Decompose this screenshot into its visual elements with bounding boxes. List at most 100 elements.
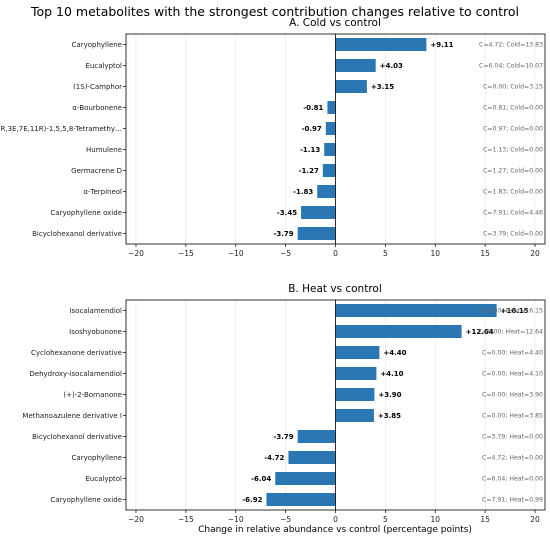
panel-a-bar xyxy=(317,184,336,199)
panel-b-category-label: Bicyclohexanol derivative xyxy=(32,433,122,441)
panel-b-x-tick-label: 10 xyxy=(430,515,440,524)
panel-b-x-tick-label: −20 xyxy=(128,515,144,524)
panel-b-bar xyxy=(288,450,336,465)
panel-b-bar xyxy=(335,303,497,318)
panel-b-x-tick-label: 5 xyxy=(383,515,388,524)
panel-a-annotation: C=4.72; Cold=13.83 xyxy=(479,42,543,49)
panel-b-bar xyxy=(297,429,336,444)
panel-a-value-label: -0.81 xyxy=(303,104,323,112)
panel-b-category-label: Dehydroxy-isocalamendiol xyxy=(29,370,122,378)
panel-a: A. Cold vs control Caryophyllene +9.11 C=4… xyxy=(0,17,546,258)
panel-a-x-tick-label: −5 xyxy=(280,249,291,258)
panel-a-category-label: Humulene xyxy=(86,146,122,154)
panel-b-annotation: C=3.79; Heat=0.00 xyxy=(482,434,543,441)
panel-b-bar xyxy=(335,324,462,339)
panel-a-annotation: C=1.27; Cold=0.00 xyxy=(483,168,543,175)
panel-b-bar xyxy=(335,366,377,381)
panel-b-plot: Isocalamendiol +16.15C=0.00; Heat=16.15 Is… xyxy=(22,299,546,524)
panel-a-category-label: (1S)-Camphor xyxy=(73,83,122,91)
panel-b-annotation: C=0.00; Heat=3.90 xyxy=(482,392,543,399)
panel-b-annotation: C=0.00; Heat=3.85 xyxy=(482,413,543,420)
panel-a-value-label: -3.79 xyxy=(274,230,294,238)
x-axis-label: Change in relative abundance vs control … xyxy=(198,525,472,535)
panel-b-value-label: -6.92 xyxy=(242,496,262,504)
panel-a-category-label: Germacrene D xyxy=(71,167,122,175)
panel-a-annotation: C=1.83; Cold=0.00 xyxy=(483,189,543,196)
panel-a-x-tick-label: 5 xyxy=(383,249,388,258)
panel-b-category-label: Cyclohexanone derivative xyxy=(31,349,122,357)
panel-a-value-label: -1.83 xyxy=(293,188,313,196)
panel-a-category-label: α-Terpineol xyxy=(83,188,122,196)
panel-b-value-label: +4.40 xyxy=(383,349,406,357)
panel-b-annotation: C=0.00; Heat=4.40 xyxy=(482,350,543,357)
panel-a-bar xyxy=(301,205,336,220)
panel-a-bar xyxy=(322,163,336,178)
panel-b-x-tick-label: 0 xyxy=(333,515,338,524)
panel-a-value-label: -3.45 xyxy=(277,209,297,217)
panel-a-x-tick-label: −15 xyxy=(178,249,194,258)
panel-b-value-label: -4.72 xyxy=(264,454,284,462)
panel-b-annotation: C=7.91; Heat=0.99 xyxy=(482,497,543,504)
panel-a-category-label: (1R,3E,7E,11R)-1,5,5,8-Tetramethy… xyxy=(0,125,122,133)
panel-a-value-label: -1.27 xyxy=(299,167,319,175)
panel-a-annotation: C=0.97; Cold=0.00 xyxy=(483,126,543,133)
panel-b-value-label: +12.64 xyxy=(466,328,494,336)
panel-b-value-label: -3.79 xyxy=(274,433,294,441)
panel-a-x-tick-label: 15 xyxy=(480,249,490,258)
panel-a-annotation: C=7.91; Cold=4.46 xyxy=(483,210,543,217)
panel-a-bar xyxy=(335,37,427,52)
panel-b-x-tick-label: 15 xyxy=(480,515,490,524)
panel-a-category-label: Eucalyptol xyxy=(85,62,122,70)
panel-a-annotation: C=1.13; Cold=0.00 xyxy=(483,147,543,154)
panel-b-category-label: Caryophyllene oxide xyxy=(50,496,122,504)
panel-b-annotation: C=6.04; Heat=0.00 xyxy=(482,476,543,483)
panel-b-bar xyxy=(266,492,336,507)
panel-b-category-label: Isoshyobunone xyxy=(69,328,122,336)
panel-a-x-tick-label: −10 xyxy=(228,249,244,258)
panel-b-x-tick-label: −15 xyxy=(178,515,194,524)
panel-b-value-label: +16.15 xyxy=(501,307,529,315)
panel-b-bar xyxy=(275,471,336,486)
panel-b-annotation: C=0.00; Heat=4.10 xyxy=(482,371,543,378)
panel-a-title: A. Cold vs control xyxy=(289,17,381,29)
panel-b-category-label: Isocalamendiol xyxy=(69,307,122,315)
panel-a-value-label: +4.03 xyxy=(380,62,403,70)
panel-a-bar xyxy=(325,121,336,136)
panel-b-x-tick-label: 20 xyxy=(530,515,540,524)
panel-a-annotation: C=6.04; Cold=10.07 xyxy=(479,63,543,70)
panel-a-value-label: -0.97 xyxy=(302,125,322,133)
panel-b-category-label: Eucalyptol xyxy=(85,475,122,483)
panel-b-annotation: C=0.00; Heat=12.64 xyxy=(478,329,543,336)
panel-b-value-label: +3.85 xyxy=(378,412,401,420)
panel-a-bar xyxy=(327,100,336,115)
panel-a-annotation: C=0.00; Cold=3.15 xyxy=(483,84,543,91)
figure-title: Top 10 metabolites with the strongest co… xyxy=(30,4,519,19)
panel-b-x-tick-label: −5 xyxy=(280,515,291,524)
panel-a-x-tick-label: −20 xyxy=(128,249,144,258)
panel-b-bar xyxy=(335,345,380,360)
panel-a-bar xyxy=(297,226,336,241)
panel-b-category-label: (+)-2-Bornanone xyxy=(63,391,122,399)
panel-b-bar xyxy=(335,387,375,402)
panel-a-category-label: Caryophyllene xyxy=(72,41,122,49)
panel-a-value-label: +3.15 xyxy=(371,83,394,91)
panel-a-x-tick-label: 10 xyxy=(430,249,440,258)
panel-a-annotation: C=0.81; Cold=0.00 xyxy=(483,105,543,112)
panel-a-annotation: C=3.79; Cold=0.00 xyxy=(483,231,543,238)
panel-b-bar xyxy=(335,408,374,423)
panel-a-bar xyxy=(335,79,367,94)
panel-a-x-tick-label: 0 xyxy=(333,249,338,258)
panel-b-annotation: C=0.00; Heat=16.15 xyxy=(478,308,543,315)
panel-a-x-tick-label: 20 xyxy=(530,249,540,258)
panel-a-category-label: Bicyclohexanol derivative xyxy=(32,230,122,238)
panel-b-title: B. Heat vs control xyxy=(288,283,382,295)
panel-a-value-label: +9.11 xyxy=(430,41,453,49)
panel-a-category-label: Caryophyllene oxide xyxy=(50,209,122,217)
panel-b-annotation: C=4.72; Heat=0.00 xyxy=(482,455,543,462)
panel-b-category-label: Caryophyllene xyxy=(72,454,122,462)
panel-a-bar xyxy=(335,58,376,73)
panel-b-value-label: +3.90 xyxy=(378,391,401,399)
panel-b-value-label: +4.10 xyxy=(380,370,403,378)
panel-b: B. Heat vs control Isocalamendiol +16.15C… xyxy=(22,283,546,524)
